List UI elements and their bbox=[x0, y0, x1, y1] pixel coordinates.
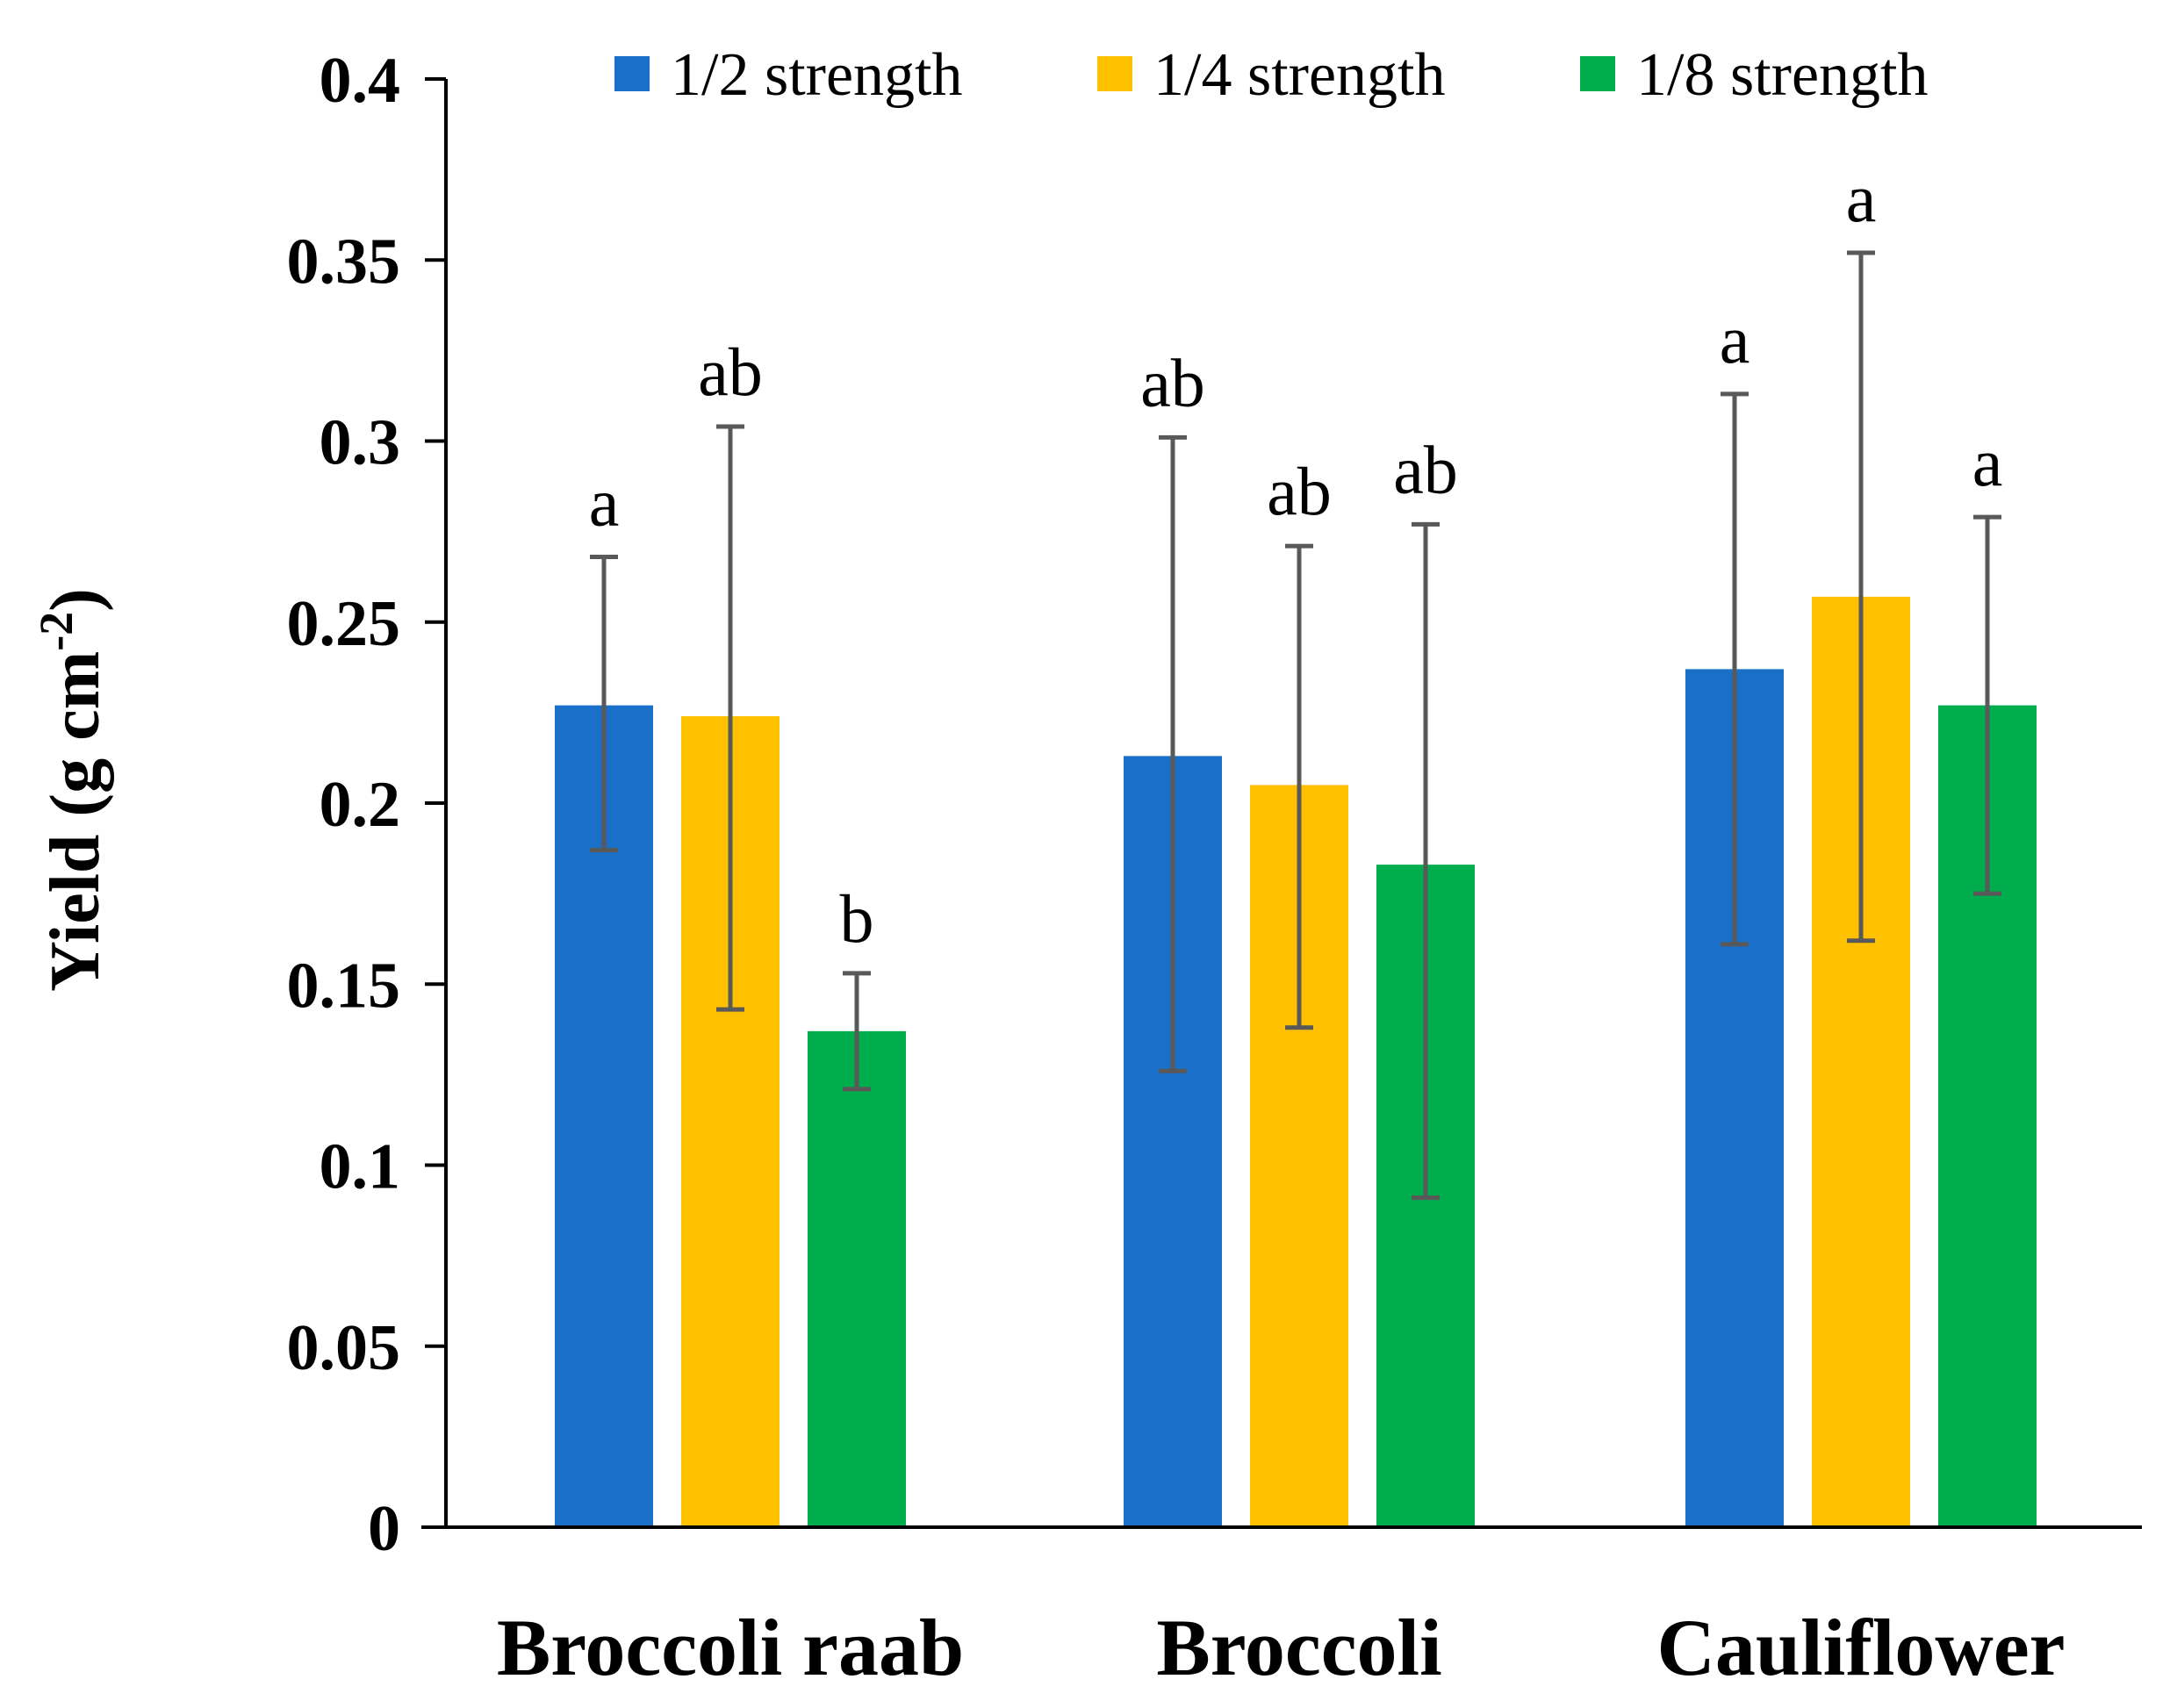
x-category-label: Broccoli bbox=[1156, 1603, 1441, 1692]
x-category-label: Broccoli raab bbox=[497, 1603, 964, 1692]
y-tick-label: 0.05 bbox=[287, 1312, 401, 1384]
y-axis-label-superscript: -2 bbox=[30, 612, 83, 651]
x-category-label: Cauliflower bbox=[1656, 1603, 2065, 1692]
legend-label: 1/4 strength bbox=[1153, 41, 1445, 109]
error-bars bbox=[590, 250, 2001, 1201]
legend-swatch bbox=[1097, 56, 1132, 91]
legend-swatch bbox=[614, 56, 650, 91]
y-axis-label-main: Yield (g cm bbox=[37, 651, 114, 992]
legend-swatch bbox=[1580, 56, 1615, 91]
y-tick-label: 0.15 bbox=[287, 950, 401, 1022]
y-tick-label: 0.35 bbox=[287, 226, 401, 298]
significance-letter: ab bbox=[1267, 453, 1332, 529]
y-tick-label: 0 bbox=[368, 1493, 400, 1565]
significance-letter: b bbox=[840, 880, 874, 957]
bars bbox=[555, 596, 2037, 1527]
y-axis: 0 0.05 0.1 0.15 0.2 0.25 0.3 0.35 0.4 bbox=[287, 45, 448, 1565]
x-axis: Broccoli raab Broccoli Cauliflower bbox=[421, 1525, 2142, 1692]
significance-letter: a bbox=[1972, 424, 2003, 500]
y-axis-label-close: ) bbox=[37, 588, 114, 612]
significance-letter: ab bbox=[698, 334, 763, 410]
y-tick-label: 0.2 bbox=[320, 769, 401, 841]
legend-label: 1/2 strength bbox=[671, 41, 962, 109]
legend-label: 1/8 strength bbox=[1636, 41, 1928, 109]
y-tick-label: 0.1 bbox=[320, 1131, 401, 1203]
legend: 1/2 strength 1/4 strength 1/8 strength bbox=[614, 41, 1928, 109]
significance-letter: a bbox=[1846, 160, 1877, 236]
y-tick-label: 0.3 bbox=[320, 407, 401, 479]
significance-letter: a bbox=[589, 464, 620, 541]
y-axis-label: Yield (g cm-2) bbox=[30, 588, 114, 992]
significance-letter: a bbox=[1720, 301, 1750, 377]
y-tick-label: 0.25 bbox=[287, 588, 401, 660]
significance-letter: ab bbox=[1393, 431, 1458, 507]
bar bbox=[808, 1030, 906, 1527]
y-tick-label: 0.4 bbox=[320, 45, 401, 117]
significance-letter: ab bbox=[1140, 344, 1205, 420]
